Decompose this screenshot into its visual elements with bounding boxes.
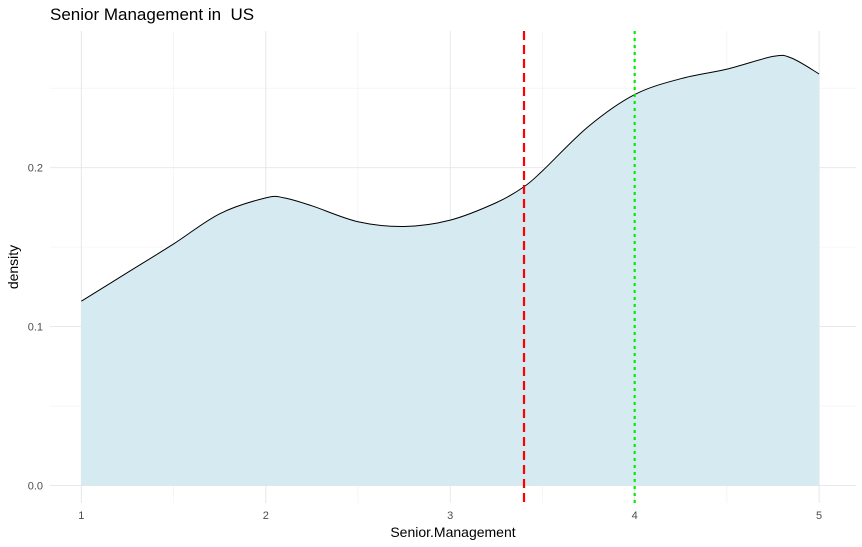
x-tick-label: 4 [632,510,638,522]
x-tick-label: 3 [447,510,453,522]
reference-lines [522,31,636,503]
x-tick-label: 2 [263,510,269,522]
x-axis-title: Senior.Management [390,524,515,540]
y-tick-label: 0.1 [28,322,43,334]
y-axis-title: density [5,245,21,289]
density-area [81,55,820,486]
x-tick-label: 1 [78,510,84,522]
x-tick-labels: 1 2 3 4 5 [78,510,822,522]
y-tick-label: 0.0 [28,481,43,493]
x-tick-label: 5 [816,510,822,522]
chart-title: Senior Management in US [50,5,255,24]
y-tick-label: 0.2 [28,163,43,175]
y-tick-labels: 0.0 0.1 0.2 [28,163,43,493]
density-line [81,54,820,302]
